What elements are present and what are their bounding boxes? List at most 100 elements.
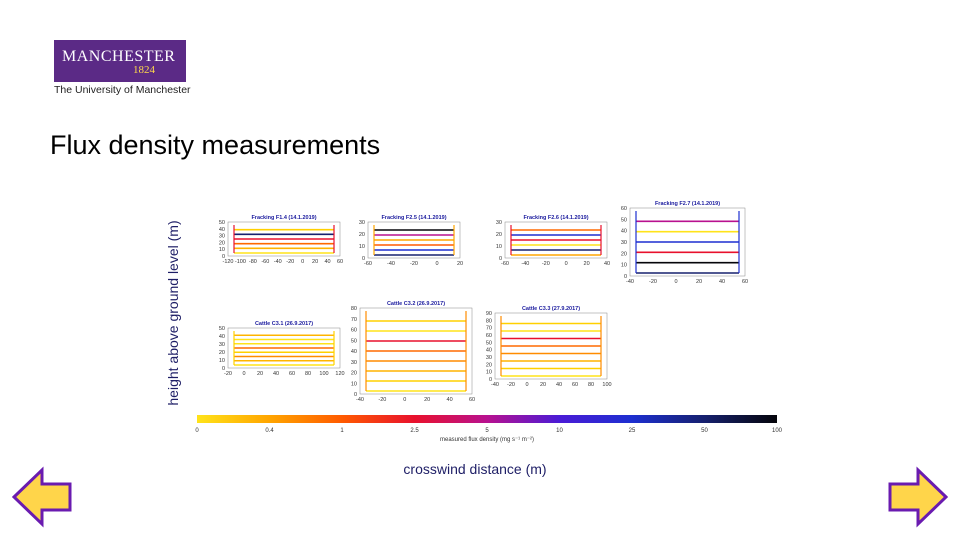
y-tick-label: 50 xyxy=(219,326,225,332)
x-tick-label: 20 xyxy=(312,259,318,265)
y-tick-label: 40 xyxy=(351,349,357,355)
x-tick-label: -20 xyxy=(507,382,515,388)
panel-title-6: Cattle C3.2 (26.9.2017) xyxy=(387,301,445,307)
panel-title-3: Fracking F2.6 (14.1.2019) xyxy=(523,215,588,221)
flight-track-turns-4 xyxy=(635,211,740,273)
x-tick-label: 60 xyxy=(289,371,295,377)
y-tick-label: 0 xyxy=(499,256,502,262)
y-tick-label: 40 xyxy=(219,227,225,233)
next-arrow-icon[interactable] xyxy=(886,466,948,528)
y-tick-label: 60 xyxy=(621,206,627,212)
y-tick-label: 60 xyxy=(351,328,357,334)
x-tick-label: 100 xyxy=(319,371,328,377)
x-tick-label: 40 xyxy=(719,279,725,285)
x-tick-label: -60 xyxy=(364,261,372,267)
x-tick-label: 20 xyxy=(540,382,546,388)
x-tick-label: 20 xyxy=(257,371,263,377)
university-logo: MANCHESTER 1824 xyxy=(54,40,186,82)
colorbar-tick-label: 25 xyxy=(629,428,636,434)
x-tick-label: 120 xyxy=(335,371,344,377)
y-tick-label: 0 xyxy=(222,254,225,260)
x-tick-label: -20 xyxy=(286,259,294,265)
x-tick-label: 0 xyxy=(674,279,677,285)
x-tick-label: 100 xyxy=(602,382,611,388)
colorbar-tick-label: 1 xyxy=(340,428,344,434)
y-tick-label: 20 xyxy=(486,362,492,368)
y-tick-label: 50 xyxy=(219,220,225,226)
y-tick-label: 10 xyxy=(351,381,357,387)
x-tick-label: -40 xyxy=(356,397,364,403)
y-tick-label: 30 xyxy=(486,355,492,361)
y-tick-label: 80 xyxy=(351,306,357,312)
y-tick-label: 20 xyxy=(351,371,357,377)
x-tick-label: 40 xyxy=(273,371,279,377)
colorbar-tick-label: 5 xyxy=(485,428,489,434)
y-tick-label: 60 xyxy=(486,333,492,339)
colorbar-tick-label: 2.5 xyxy=(410,428,419,434)
x-tick-label: -40 xyxy=(491,382,499,388)
x-tick-label: 60 xyxy=(469,397,475,403)
logo-subtitle: The University of Manchester xyxy=(54,84,191,96)
x-tick-label: -40 xyxy=(626,279,634,285)
y-tick-label: 0 xyxy=(489,377,492,383)
colorbar-label: measured flux density (mg s⁻¹ m⁻²) xyxy=(440,437,534,443)
colorbar-tick-label: 10 xyxy=(556,428,563,434)
x-tick-label: 40 xyxy=(324,259,330,265)
x-tick-label: 20 xyxy=(696,279,702,285)
y-tick-label: 10 xyxy=(486,370,492,376)
x-tick-label: 60 xyxy=(337,259,343,265)
slide-title: Flux density measurements xyxy=(50,130,381,160)
y-tick-label: 20 xyxy=(621,251,627,257)
x-tick-label: -20 xyxy=(224,371,232,377)
colorbar xyxy=(197,415,777,423)
colorbar-tick-label: 0.4 xyxy=(265,428,274,434)
x-tick-label: 40 xyxy=(556,382,562,388)
x-tick-label: -40 xyxy=(274,259,282,265)
y-tick-label: 0 xyxy=(362,256,365,262)
y-tick-label: 30 xyxy=(219,342,225,348)
flight-track-turns-1 xyxy=(233,225,335,253)
y-tick-label: 0 xyxy=(354,392,357,398)
y-tick-label: 10 xyxy=(359,244,365,250)
y-tick-label: 30 xyxy=(496,220,502,226)
y-tick-label: 30 xyxy=(351,360,357,366)
y-tick-label: 30 xyxy=(219,234,225,240)
y-tick-label: 70 xyxy=(351,317,357,323)
flight-track-turns-3 xyxy=(510,225,602,255)
x-tick-label: 0 xyxy=(301,259,304,265)
y-tick-label: 20 xyxy=(219,240,225,246)
x-tick-label: -80 xyxy=(249,259,257,265)
panel-title-7: Cattle C3.3 (27.9.2017) xyxy=(522,306,580,312)
x-tick-label: 40 xyxy=(604,261,610,267)
y-axis-label: height above ground level (m) xyxy=(165,220,181,405)
x-tick-label: -60 xyxy=(501,261,509,267)
flight-track-turns-6 xyxy=(365,311,467,391)
y-tick-label: 0 xyxy=(624,274,627,280)
x-tick-label: -20 xyxy=(410,261,418,267)
y-tick-label: 10 xyxy=(219,358,225,364)
y-tick-label: 20 xyxy=(496,232,502,238)
flight-track-turns-2 xyxy=(373,225,455,255)
x-tick-label: 80 xyxy=(305,371,311,377)
y-tick-label: 70 xyxy=(486,326,492,332)
flux-density-figure: Fracking F1.4 (14.1.2019)-120 -100 -80 -60-… xyxy=(165,201,783,477)
x-tick-label: 0 xyxy=(525,382,528,388)
y-tick-label: 30 xyxy=(621,240,627,246)
x-tick-label: -100 xyxy=(235,259,246,265)
x-tick-label: 40 xyxy=(447,397,453,403)
colorbar-tick-label: 0 xyxy=(195,428,199,434)
y-tick-label: 80 xyxy=(486,318,492,324)
y-tick-label: 10 xyxy=(621,263,627,269)
y-tick-label: 40 xyxy=(219,334,225,340)
x-tick-label: 20 xyxy=(424,397,430,403)
previous-arrow-icon[interactable] xyxy=(12,466,74,528)
panel-title-4: Fracking F2.7 (14.1.2019) xyxy=(655,201,720,207)
x-tick-label: -120 xyxy=(222,259,233,265)
panel-title-2: Fracking F2.5 (14.1.2019) xyxy=(381,215,446,221)
x-tick-label: -20 xyxy=(378,397,386,403)
flight-track-turns-5 xyxy=(233,331,335,365)
x-tick-label: 0 xyxy=(435,261,438,267)
flight-track-turns-7 xyxy=(500,316,602,376)
x-tick-label: 60 xyxy=(572,382,578,388)
x-tick-label: 20 xyxy=(457,261,463,267)
